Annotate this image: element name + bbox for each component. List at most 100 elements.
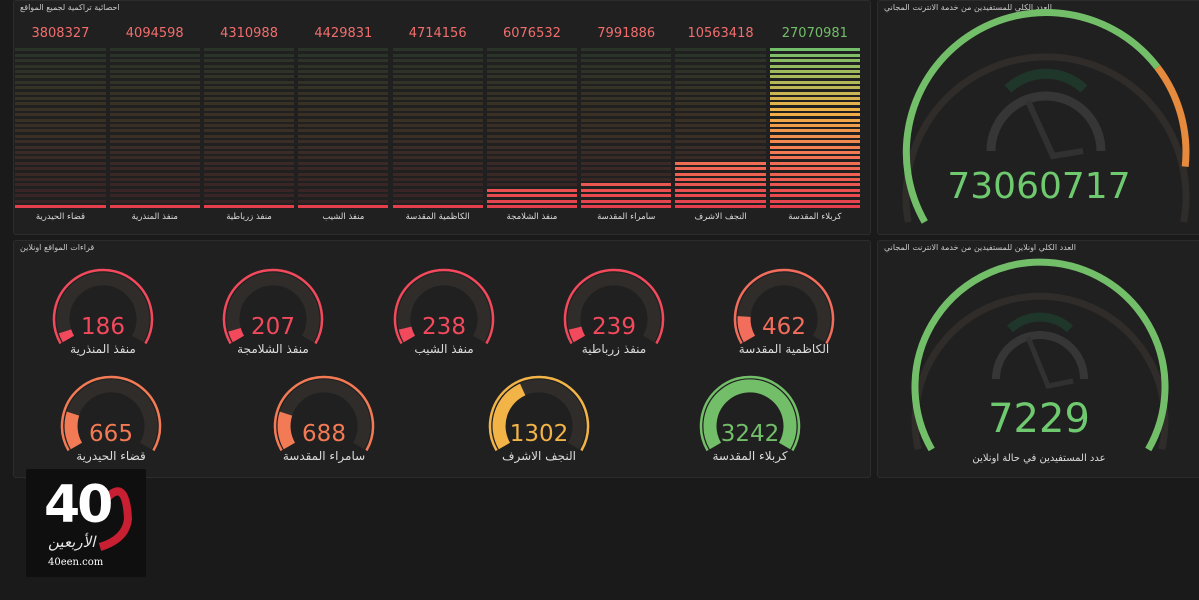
bar-segment	[203, 172, 295, 176]
bar-segment	[675, 53, 766, 57]
bar-column	[203, 43, 295, 208]
bar-segment	[203, 86, 295, 90]
bar-column	[581, 43, 672, 208]
bar-column	[769, 43, 860, 208]
bar-value: 6076532	[502, 26, 561, 41]
bar-segment	[581, 151, 672, 154]
bar-segment	[675, 167, 766, 171]
bar-segment	[392, 145, 483, 149]
bar-segment	[769, 134, 860, 138]
bar-segment	[675, 59, 766, 63]
bar-segment	[109, 188, 200, 192]
bar-segment	[203, 48, 295, 52]
bar-segment	[581, 134, 672, 138]
bar-label: منفذ زرباطية	[226, 212, 272, 222]
gauge-threshold-ring	[699, 375, 801, 452]
gauge-label: منفذ زرباطية	[581, 342, 647, 356]
bar-segment	[15, 53, 106, 57]
bar-segment	[298, 64, 389, 68]
bar-segment	[109, 178, 200, 181]
bar-segment	[392, 64, 483, 68]
site-gauge	[699, 375, 801, 452]
bar-column	[15, 43, 106, 208]
bar-segment	[769, 102, 860, 106]
bar-segment	[675, 91, 766, 95]
channel-logo: 40 الأربعين 40een.com	[26, 469, 146, 577]
bar-segment	[769, 59, 860, 63]
bar-segment	[392, 107, 483, 111]
online-total-panel: العدد الكلي اونلاين للمستفيدين من خدمة ا…	[877, 240, 1199, 478]
bar-segment	[109, 167, 200, 171]
bar-segment	[581, 145, 672, 149]
bar-segment	[15, 102, 106, 106]
bar-segment	[392, 151, 483, 154]
bar-segment	[392, 113, 483, 117]
bar-segment	[675, 107, 766, 111]
site-gauge	[393, 268, 495, 345]
bar-segment	[675, 178, 766, 181]
bar-segment	[486, 145, 578, 149]
bar-segment	[486, 188, 578, 192]
total-gauge-track	[902, 53, 1190, 223]
bar-segment	[392, 156, 483, 160]
gauge-label: منفذ المنذرية	[70, 342, 136, 356]
gauge-label: كربلاء المقدسة	[712, 449, 788, 463]
bar-segment	[392, 118, 483, 122]
bar-segment	[203, 129, 295, 133]
gauge-track	[226, 272, 320, 343]
watermark-emblem-icon	[986, 68, 1106, 160]
bar-segment	[486, 70, 578, 73]
bar-segment	[675, 161, 766, 165]
gauge-threshold-ring	[60, 375, 162, 452]
gauge-label: منفذ الشلامجة	[237, 342, 309, 356]
bar-segment	[298, 156, 389, 160]
bar-segment	[392, 86, 483, 90]
bar-segment	[109, 59, 200, 63]
bar-segment	[769, 86, 860, 90]
bar-segment	[203, 53, 295, 57]
bar-segment	[109, 86, 200, 90]
bar-segment	[298, 151, 389, 154]
bar-segment	[203, 134, 295, 138]
bar-segment	[675, 64, 766, 68]
bars-panel: احصائية تراكمية لجميع المواقع 27070981 كر…	[13, 0, 871, 235]
bar-column	[109, 43, 200, 208]
bar-label: منفذ المنذرية	[131, 212, 178, 222]
gauge-track	[56, 272, 150, 343]
bar-segment	[392, 59, 483, 63]
bar-segment	[581, 188, 672, 192]
bar-segment	[203, 59, 295, 63]
bar-segment	[581, 102, 672, 106]
bar-label: منفذ الشيب	[322, 212, 365, 222]
bar-segment	[581, 70, 672, 73]
bar-segment	[769, 97, 860, 100]
bar-segment	[109, 75, 200, 79]
bar-label: سامراء المقدسة	[597, 212, 656, 222]
bar-segment	[203, 151, 295, 154]
bar-segment	[15, 75, 106, 79]
bar-segment	[15, 113, 106, 117]
bar-segment	[203, 80, 295, 84]
total-users-title: العدد الكلي للمستفيدين من خدمة الانترنت …	[884, 3, 1052, 12]
bar-segment	[392, 97, 483, 100]
bar-segment	[109, 113, 200, 117]
bar-segment	[15, 178, 106, 181]
bar-segment	[581, 129, 672, 133]
bar-segment	[581, 167, 672, 171]
bar-segment	[769, 48, 860, 52]
bar-segment	[298, 188, 389, 192]
bar-segment	[486, 59, 578, 63]
online-sites-panel: قراءات المواقع اونلاين 462 الكاظمية المقد…	[13, 240, 871, 478]
bar-segment	[675, 188, 766, 192]
gauge-track	[567, 272, 661, 343]
bar-segment	[769, 129, 860, 133]
bar-segment	[109, 183, 200, 187]
bar-label: الكاظمية المقدسة	[405, 212, 470, 222]
bar-segment	[581, 172, 672, 176]
bar-segment	[298, 102, 389, 106]
gauge-value: 3242	[720, 421, 780, 447]
bar-segment	[109, 97, 200, 100]
bar-segment	[203, 178, 295, 181]
bar-segment	[581, 140, 672, 144]
bar-segment	[392, 102, 483, 106]
